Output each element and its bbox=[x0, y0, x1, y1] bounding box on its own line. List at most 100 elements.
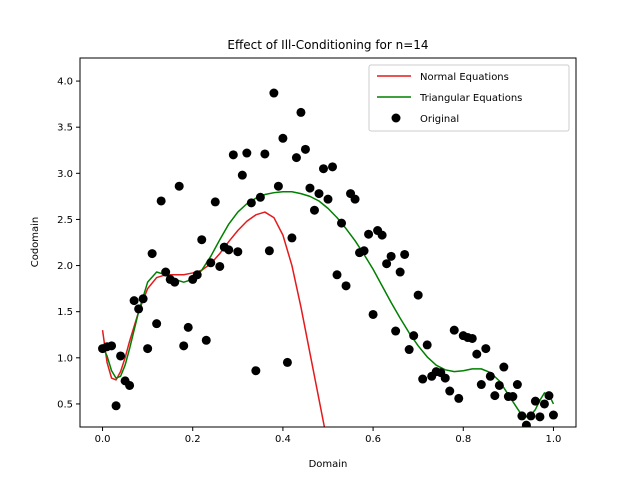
data-point-original bbox=[332, 270, 342, 280]
data-point-original bbox=[260, 149, 270, 159]
data-point-original bbox=[201, 335, 211, 345]
data-point-original bbox=[499, 362, 509, 372]
y-tick-label: 3.5 bbox=[57, 123, 73, 134]
data-point-original bbox=[282, 357, 292, 367]
data-point-original bbox=[337, 218, 347, 228]
data-point-original bbox=[228, 150, 238, 160]
x-tick-label: 0.8 bbox=[455, 434, 471, 445]
data-point-original bbox=[512, 380, 522, 390]
data-point-original bbox=[278, 133, 288, 143]
data-point-original bbox=[174, 181, 184, 191]
x-tick-label: 1.0 bbox=[546, 434, 562, 445]
y-axis-label: Codomain bbox=[30, 217, 41, 268]
data-point-original bbox=[350, 194, 360, 204]
data-point-original bbox=[237, 170, 247, 180]
data-point-original bbox=[508, 392, 518, 402]
data-point-original bbox=[125, 380, 135, 390]
y-tick-label: 3.0 bbox=[57, 169, 73, 180]
legend-label-normal-equations: Normal Equations bbox=[420, 72, 509, 83]
data-point-original bbox=[116, 351, 126, 361]
data-point-original bbox=[287, 233, 297, 243]
x-tick-label: 0.2 bbox=[185, 434, 201, 445]
data-point-original bbox=[206, 258, 216, 268]
data-point-original bbox=[296, 107, 306, 117]
data-point-original bbox=[382, 259, 392, 269]
data-point-original bbox=[391, 326, 401, 336]
data-point-original bbox=[521, 420, 531, 427]
data-point-original bbox=[143, 344, 153, 354]
y-tick-label: 2.0 bbox=[57, 261, 73, 272]
data-point-original bbox=[404, 345, 414, 355]
data-point-original bbox=[242, 148, 252, 158]
data-point-original bbox=[161, 267, 171, 277]
y-tick-label: 1.0 bbox=[57, 353, 73, 364]
data-point-original bbox=[314, 189, 324, 199]
data-point-original bbox=[273, 181, 283, 191]
data-point-original bbox=[476, 380, 486, 390]
data-point-original bbox=[440, 373, 450, 383]
legend-label-original: Original bbox=[420, 114, 459, 125]
data-point-original bbox=[539, 399, 549, 409]
x-tick-label: 0.0 bbox=[95, 434, 111, 445]
data-point-original bbox=[526, 411, 536, 421]
data-point-original bbox=[341, 281, 351, 291]
series-line-triangular-equations bbox=[101, 191, 555, 418]
data-point-original bbox=[377, 230, 387, 240]
data-point-original bbox=[291, 153, 301, 163]
plot-frame bbox=[79, 57, 577, 428]
data-point-original bbox=[485, 371, 495, 381]
data-point-original bbox=[233, 247, 243, 257]
data-point-original bbox=[224, 245, 234, 255]
data-point-original bbox=[192, 270, 202, 280]
data-point-original bbox=[323, 194, 333, 204]
data-point-original bbox=[170, 277, 180, 287]
data-point-original bbox=[138, 294, 148, 304]
data-point-original bbox=[548, 410, 558, 420]
data-point-original bbox=[413, 290, 423, 300]
legend: Normal Equations Triangular Equations Or… bbox=[368, 64, 570, 132]
data-point-original bbox=[481, 344, 491, 354]
data-point-original bbox=[530, 396, 540, 406]
data-point-original bbox=[535, 412, 545, 422]
data-point-original bbox=[147, 249, 157, 259]
data-point-original bbox=[318, 164, 328, 174]
data-point-original bbox=[210, 197, 220, 207]
data-point-original bbox=[255, 192, 265, 202]
data-point-original bbox=[156, 196, 166, 206]
data-point-original bbox=[215, 261, 225, 271]
data-point-original bbox=[422, 340, 432, 350]
data-point-original bbox=[183, 322, 193, 332]
data-point-original bbox=[490, 391, 500, 401]
data-point-original bbox=[494, 380, 504, 390]
y-tick-label: 4.0 bbox=[57, 77, 73, 88]
data-point-original bbox=[359, 246, 369, 256]
y-tick-label: 1.5 bbox=[57, 307, 73, 318]
data-point-original bbox=[400, 249, 410, 259]
data-point-original bbox=[179, 341, 189, 351]
data-point-original bbox=[197, 235, 207, 245]
chart-title: Effect of Ill-Conditioning for n=14 bbox=[227, 38, 428, 52]
data-point-original bbox=[368, 309, 378, 319]
data-point-original bbox=[309, 205, 319, 215]
data-point-original bbox=[246, 198, 256, 208]
data-point-original bbox=[445, 386, 455, 396]
x-tick-label: 0.6 bbox=[365, 434, 381, 445]
y-axis: 0.5 1.0 1.5 2.0 2.5 3.0 3.5 4.0 bbox=[57, 77, 80, 410]
data-point-original bbox=[544, 391, 554, 401]
legend-swatch-original bbox=[391, 113, 401, 123]
data-point-original bbox=[107, 341, 117, 351]
series-line-normal-equations bbox=[101, 211, 326, 427]
data-point-original bbox=[111, 401, 121, 411]
x-axis-label: Domain bbox=[309, 459, 348, 470]
data-point-original bbox=[251, 366, 261, 376]
legend-label-triangular-equations: Triangular Equations bbox=[419, 93, 522, 104]
legend-box bbox=[368, 64, 570, 132]
data-point-original bbox=[386, 251, 396, 261]
x-axis: 0.0 0.2 0.4 0.6 0.8 1.0 bbox=[95, 427, 562, 445]
data-point-original bbox=[409, 331, 419, 341]
data-point-original bbox=[269, 88, 279, 98]
y-tick-label: 2.5 bbox=[57, 215, 73, 226]
data-point-original bbox=[454, 393, 464, 403]
data-point-original bbox=[449, 325, 459, 335]
